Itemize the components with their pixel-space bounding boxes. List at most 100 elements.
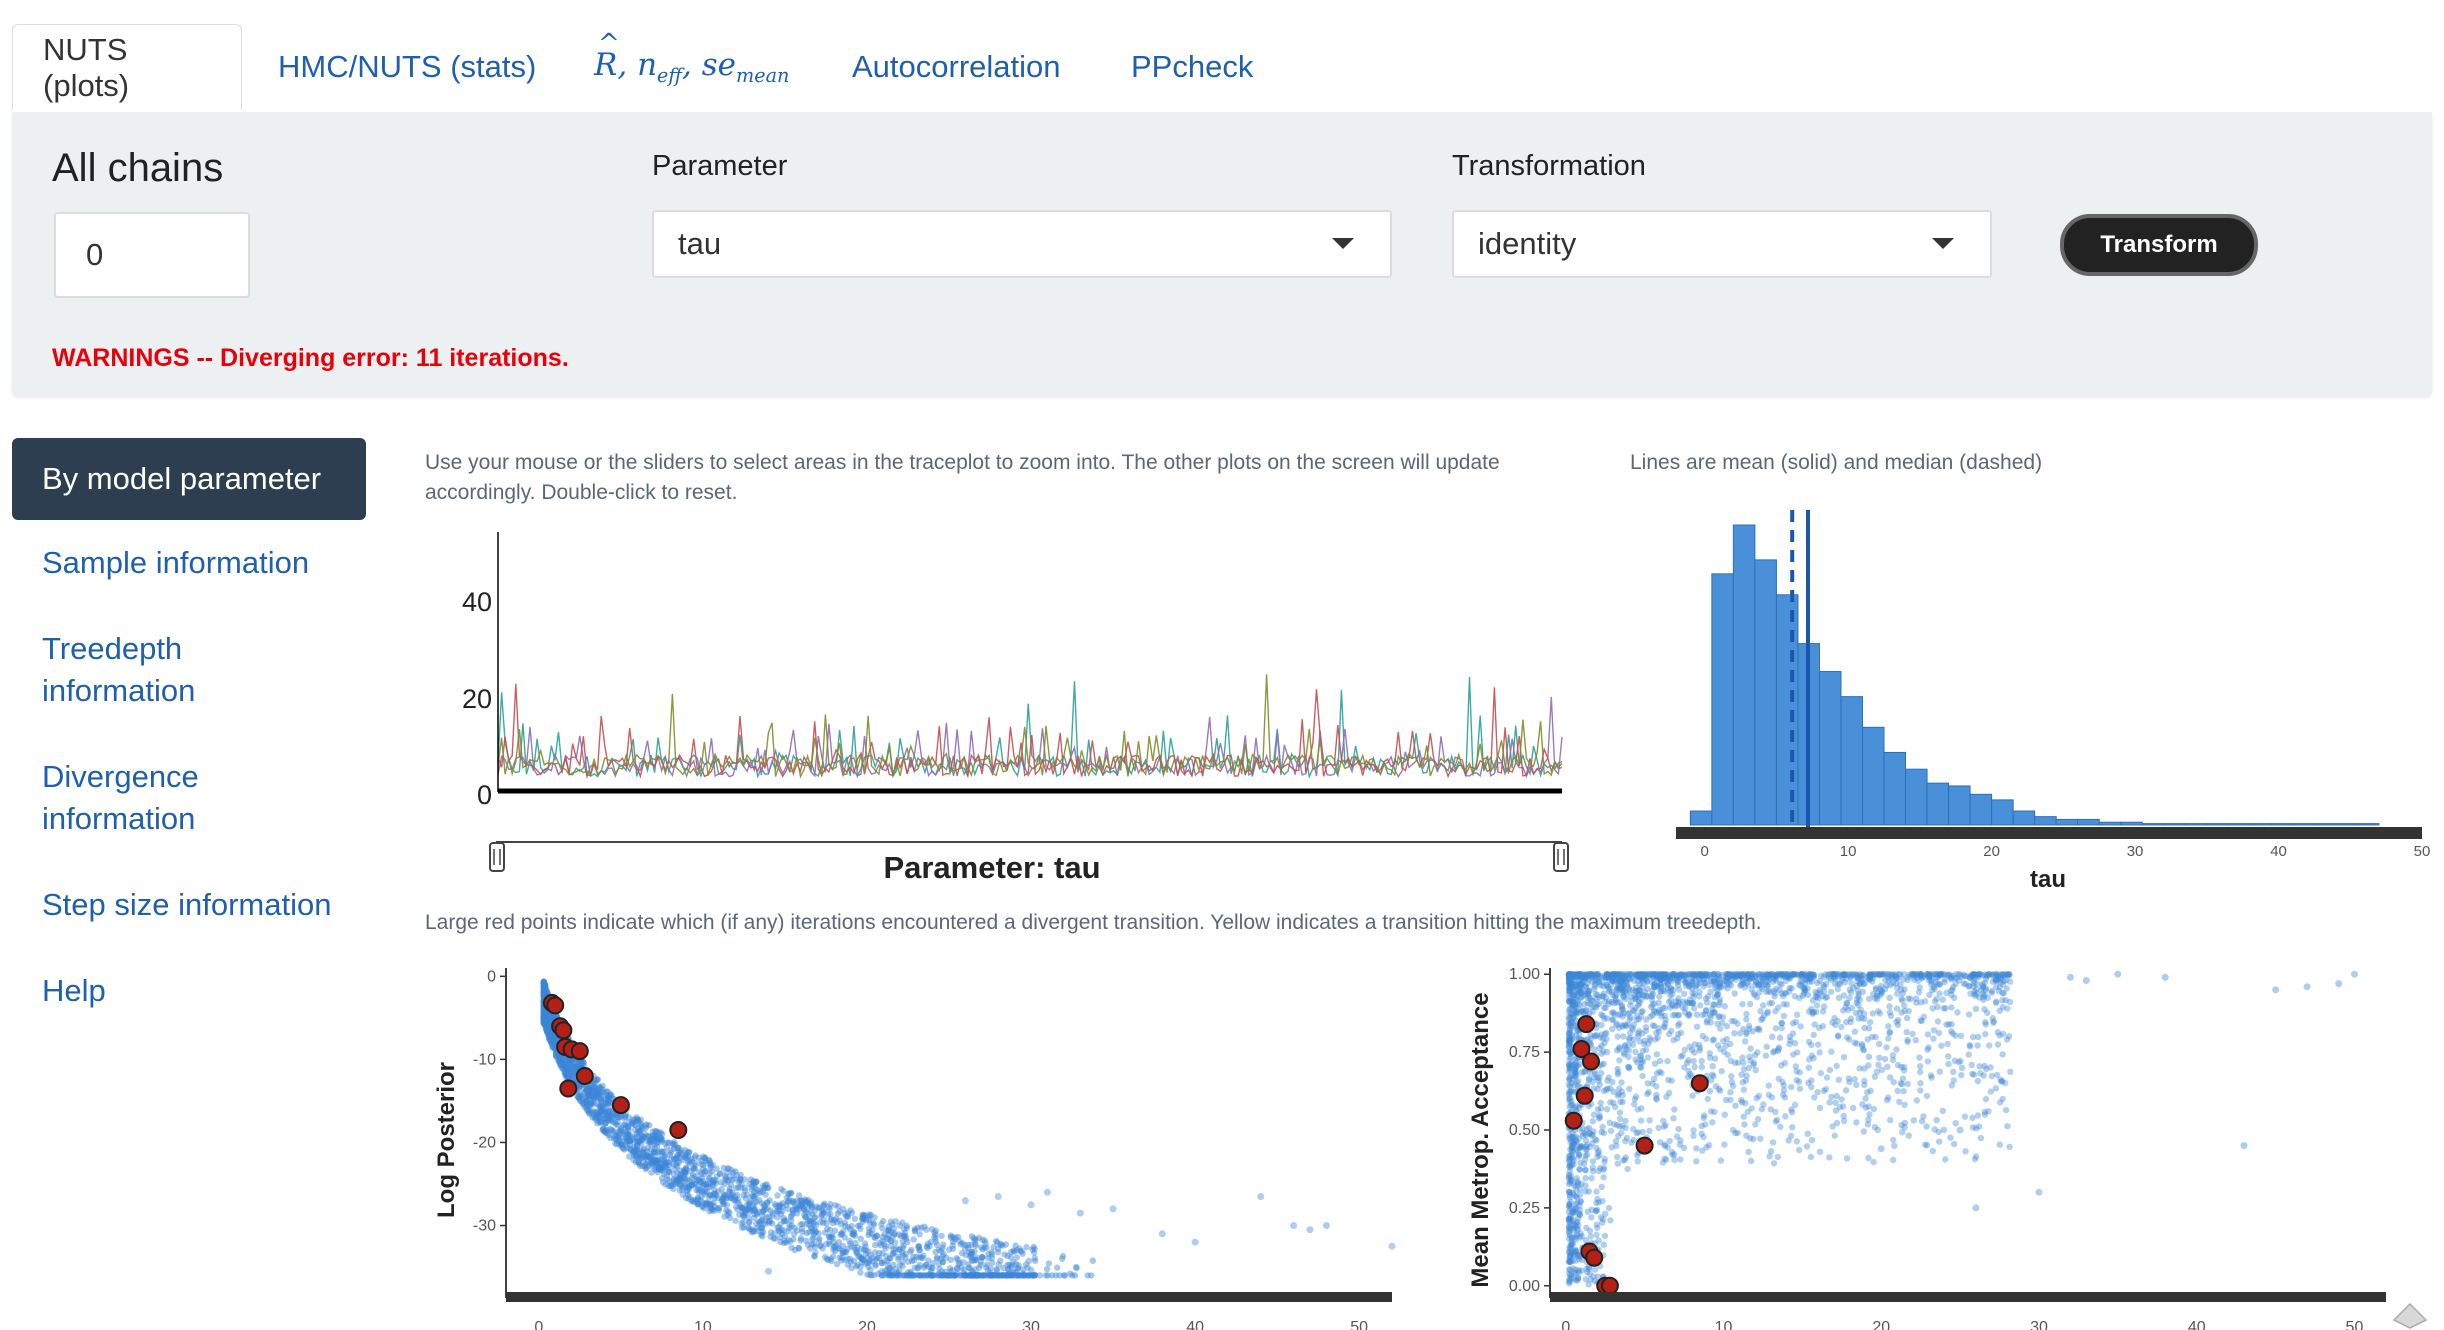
tab-autocorrelation[interactable]: Autocorrelation (822, 24, 1091, 110)
traceplot-chart[interactable]: 40 20 0 Parameter: tau (430, 525, 1590, 895)
scatter-point (776, 1208, 783, 1215)
scatter-point (560, 1055, 568, 1062)
scatter-point (720, 1201, 728, 1208)
scatter-point (946, 1246, 953, 1253)
scatter-point (605, 1094, 612, 1101)
parameter-select[interactable]: tau (652, 210, 1392, 278)
scatter-point (1727, 1040, 1734, 1048)
scatter-point (793, 1210, 801, 1217)
scatter-point (586, 1084, 594, 1091)
scatter-point (965, 1241, 972, 1249)
scatter-point (1810, 1031, 1817, 1039)
scatter-point (779, 1230, 786, 1238)
scatter-point (540, 979, 548, 987)
sidebar-item-sample-information[interactable]: Sample information (42, 545, 310, 580)
scatter-point (844, 1261, 851, 1268)
scatter-point (563, 1066, 571, 1073)
scatter-point (1644, 985, 1651, 992)
scatter-point (2005, 972, 2012, 979)
scatter-point (1659, 971, 1666, 978)
scatter-point (920, 1272, 927, 1279)
trace-range-slider-right-handle[interactable] (1553, 842, 1569, 872)
scatter-point (874, 1254, 881, 1262)
x-tick-label: 0 (534, 1319, 543, 1330)
scatter-point (1567, 1011, 1575, 1018)
scatter-point (746, 1218, 753, 1225)
scatter-point (622, 1113, 629, 1120)
scatter-point (698, 1174, 705, 1182)
scatter-point (568, 1074, 576, 1082)
scatter-point (1582, 974, 1589, 981)
sidebar-item-treedepth-information[interactable]: Treedepth information (42, 631, 196, 708)
scatter-point (1622, 1124, 1629, 1131)
scatter-point (1005, 1265, 1012, 1273)
scatter-point (749, 1207, 756, 1214)
scatter-point (672, 1180, 679, 1187)
scatter-point (544, 1017, 552, 1024)
scatter-point (788, 1244, 795, 1251)
scatter-point (1896, 971, 1903, 978)
scatter-point (1566, 1163, 1573, 1170)
tab-hmc-nuts-stats[interactable]: HMC/NUTS (stats) (248, 24, 566, 110)
scatter-point (987, 1272, 994, 1279)
scatter-point (778, 1226, 785, 1234)
scatter-point (1616, 999, 1623, 1006)
scatter-point (681, 1182, 688, 1189)
scatter-point (939, 1244, 946, 1252)
tab-ppcheck[interactable]: PPcheck (1101, 24, 1283, 110)
scatter-point (1876, 1054, 1883, 1061)
scatter-point (1653, 1070, 1661, 1077)
scatter-point (759, 1188, 767, 1195)
tab-nuts-plots[interactable]: NUTS (plots) (12, 24, 242, 110)
scatter-point (698, 1161, 705, 1168)
scatter-point (983, 1272, 990, 1279)
scatter-point (1744, 971, 1751, 978)
scatter-point (903, 1224, 911, 1231)
scatter-point (945, 1272, 952, 1279)
scatter-point (913, 1253, 920, 1260)
sc2-point-cloud (1565, 970, 2358, 1288)
sidebar-item-by-model-parameter[interactable]: By model parameter (12, 438, 366, 520)
scatter-point (1871, 1073, 1878, 1080)
sidebar-item-step-size-information[interactable]: Step size information (42, 887, 332, 922)
scatter-point (1892, 980, 1900, 987)
scatter-point (1665, 1076, 1672, 1084)
scatter-point (756, 1197, 763, 1204)
scatter-point (663, 1143, 671, 1151)
scatter-point (575, 1083, 583, 1090)
scatter-point (540, 978, 548, 985)
scatter-point (938, 1232, 945, 1240)
scatter-point (865, 1248, 872, 1255)
scatter-point (1651, 1022, 1658, 1030)
scatter-point (1870, 1158, 1877, 1166)
scatter-point (1668, 971, 1675, 978)
scatter-point (1869, 1010, 1876, 1017)
scatter-point (1638, 991, 1645, 999)
sidebar-item-help[interactable]: Help (42, 973, 106, 1008)
scatter-point (1786, 984, 1793, 992)
scatter-point (1565, 974, 1573, 981)
scatter-point (1567, 980, 1574, 987)
scatter-point (541, 1020, 548, 1027)
tab-rhat-neff-se[interactable]: R, neff, semean (564, 24, 819, 110)
scatter-point (1907, 995, 1914, 1003)
scatter-point (603, 1112, 611, 1119)
trace-range-slider-left-handle[interactable] (489, 842, 505, 872)
scatter-point (1657, 971, 1664, 978)
scatter-point (1995, 972, 2002, 979)
scatter-point (1691, 990, 1698, 998)
scatter-point (670, 1145, 678, 1153)
chains-input[interactable]: 0 (54, 212, 250, 298)
transformation-select[interactable]: identity (1452, 210, 1992, 278)
scatter-point (1758, 971, 1765, 979)
scatter-caption: Large red points indicate which (if any)… (425, 911, 1762, 934)
transform-button[interactable]: Transform (2060, 214, 2258, 276)
sidebar-item-divergence-information[interactable]: Divergence information (42, 759, 199, 836)
scatter-point (1616, 981, 1624, 988)
scatter-point (1835, 980, 1842, 987)
scatter-point (718, 1197, 725, 1204)
scatter-point (545, 1020, 553, 1027)
scatter-point (1566, 1037, 1573, 1044)
scatter-point (681, 1168, 688, 1175)
scatter-point (827, 1216, 835, 1223)
